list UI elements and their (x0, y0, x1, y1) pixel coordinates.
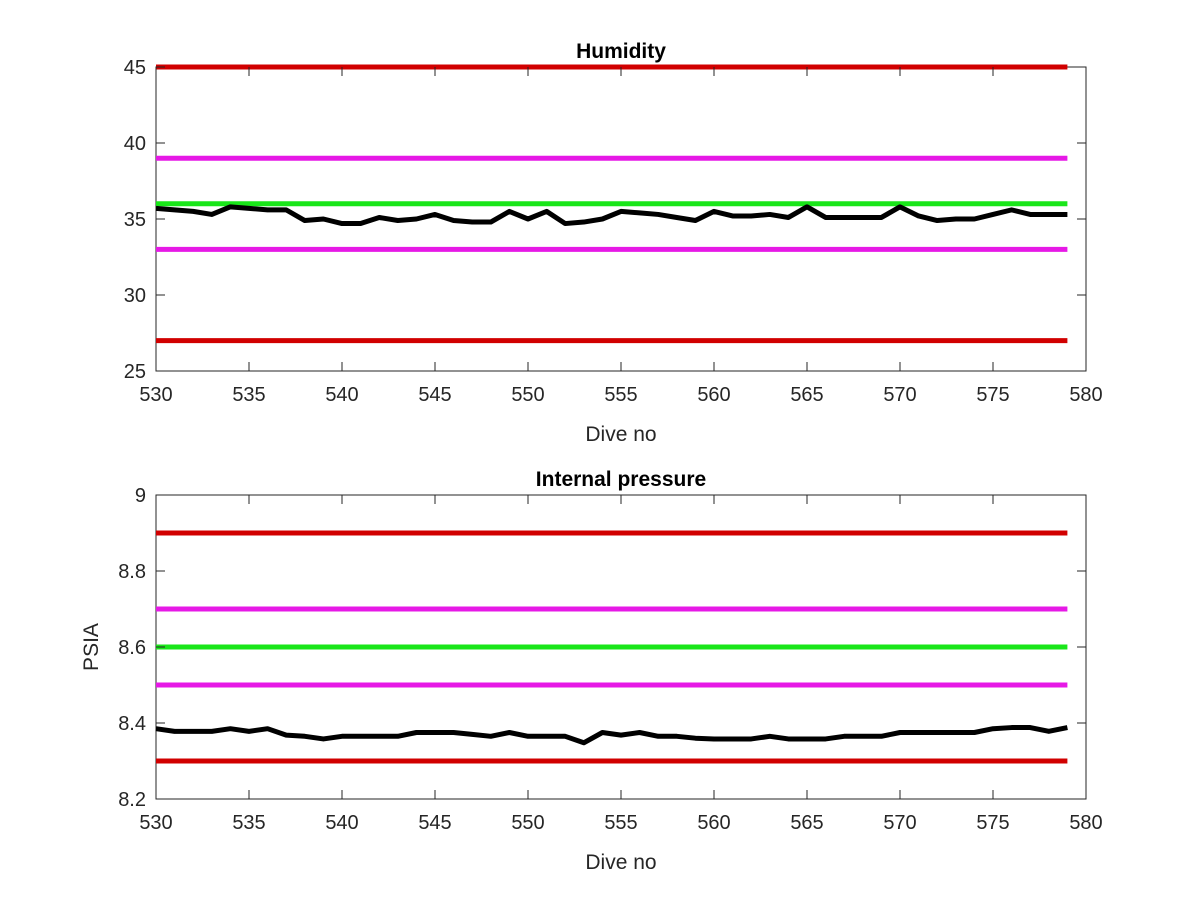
y-tick-label: 9 (135, 485, 146, 507)
x-tick-label: 580 (1069, 812, 1102, 834)
humidity-series (155, 204, 1068, 227)
x-tick-label: 530 (139, 812, 172, 834)
x-tick-label: 560 (697, 384, 730, 406)
internal-pressure-chart: 530 535 540 545 550 555 560 565 570 575 580 8.2 8.4 8… (80, 468, 1103, 874)
x-tick-label: 540 (325, 384, 358, 406)
pressure-series (155, 725, 1068, 746)
x-tick-label: 565 (790, 384, 823, 406)
y-tick-label: 35 (124, 209, 146, 231)
x-tick-label: 555 (604, 812, 637, 834)
humidity-chart: 530 535 540 545 550 555 560 565 570 575 580 25 30 35 4… (124, 40, 1103, 446)
x-tick-label: 580 (1069, 384, 1102, 406)
x-tick-label: 545 (418, 812, 451, 834)
y-tick-label: 45 (124, 57, 146, 79)
y-tick-label: 30 (124, 285, 146, 307)
x-tick-label: 550 (511, 812, 544, 834)
x-tick-label: 570 (883, 384, 916, 406)
x-tick-label: 540 (325, 812, 358, 834)
y-tick-label: 8.8 (118, 561, 146, 583)
humidity-axis-ticks: 530 535 540 545 550 555 560 565 570 575 580 25 30 35 4… (124, 57, 1103, 406)
pressure-y-axis-label: PSIA (80, 623, 103, 671)
humidity-data-line (155, 204, 1068, 227)
pressure-data-line (155, 725, 1068, 746)
x-tick-label: 575 (976, 384, 1009, 406)
humidity-chart-title: Humidity (576, 40, 666, 63)
pressure-x-axis-label: Dive no (585, 851, 656, 874)
y-tick-label: 8.6 (118, 637, 146, 659)
pressure-threshold-lines (156, 530, 1068, 764)
x-tick-label: 560 (697, 812, 730, 834)
x-tick-label: 530 (139, 384, 172, 406)
x-tick-label: 575 (976, 812, 1009, 834)
x-tick-label: 565 (790, 812, 823, 834)
pressure-chart-title: Internal pressure (536, 468, 706, 491)
x-tick-label: 545 (418, 384, 451, 406)
y-tick-label: 40 (124, 133, 146, 155)
y-tick-label: 25 (124, 361, 146, 383)
y-tick-label: 8.4 (118, 713, 146, 735)
x-tick-label: 550 (511, 384, 544, 406)
x-tick-label: 570 (883, 812, 916, 834)
humidity-x-axis-label: Dive no (585, 423, 656, 446)
y-tick-label: 8.2 (118, 789, 146, 811)
pressure-axis-ticks: 530 535 540 545 550 555 560 565 570 575 580 8.2 8.4 8… (118, 485, 1103, 834)
x-tick-label: 535 (232, 384, 265, 406)
x-tick-label: 535 (232, 812, 265, 834)
x-tick-label: 555 (604, 384, 637, 406)
humidity-threshold-lines (156, 64, 1068, 344)
